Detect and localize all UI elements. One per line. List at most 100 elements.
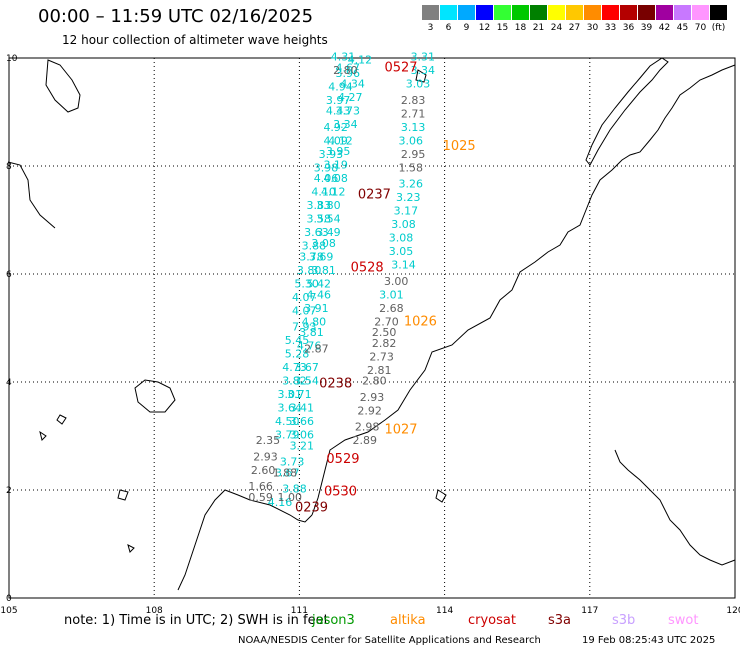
wave-height-label: 2.93 — [253, 450, 278, 463]
scale-swatch — [584, 5, 601, 20]
wave-height-label: 2.80 — [362, 375, 387, 388]
wave-height-label: 3.82 — [282, 375, 307, 388]
y-tick-label: 8 — [6, 162, 12, 172]
note-text: note: 1) Time is in UTC; 2) SWH is in fe… — [64, 613, 329, 628]
wave-height-label: 3.83 — [307, 199, 332, 212]
wave-height-label: 3.49 — [316, 226, 341, 239]
scale-swatch — [530, 5, 547, 20]
wave-height-label: 4.80 — [302, 315, 327, 328]
x-tick-label: 120 — [726, 606, 740, 616]
scale-swatch — [638, 5, 655, 20]
wave-height-label: 2.98 — [355, 421, 380, 434]
wave-height-label: 2.73 — [369, 350, 394, 363]
wave-height-label: 2.80 — [333, 64, 358, 77]
wave-height-label: 4.12 — [328, 134, 353, 147]
wave-height-label: 3.31 — [411, 51, 436, 64]
wave-height-label: 4.46 — [307, 288, 332, 301]
wave-height-label: 4.76 — [297, 340, 322, 353]
wave-height-label: 4.12 — [348, 53, 373, 66]
wave-height-label: 4.67 — [336, 62, 361, 75]
wave-height-label: 2.87 — [304, 342, 329, 355]
scale-label: 12 — [478, 23, 491, 33]
pass-time-label: 0527 — [384, 61, 417, 76]
wave-height-label: 3.88 — [282, 483, 307, 496]
wave-height-label: 3.21 — [290, 440, 315, 453]
chart-title: 00:00 – 11:59 UTC 02/16/2025 — [38, 6, 314, 27]
wave-height-label: 2.35 — [256, 434, 281, 447]
scale-label: 30 — [586, 23, 599, 33]
scale-label: 6 — [445, 23, 452, 33]
wave-height-label: 2.68 — [379, 302, 404, 315]
wave-height-label: 3.93 — [319, 148, 344, 161]
wave-height-label: 4.10 — [311, 186, 336, 199]
wave-height-label: 3.97 — [326, 94, 351, 107]
y-tick-label: 0 — [6, 594, 12, 604]
wave-height-label: 4.43 — [326, 105, 351, 118]
scale-label: 15 — [496, 23, 509, 33]
wave-height-label: 2.81 — [367, 364, 392, 377]
wave-height-label: 4.08 — [323, 172, 348, 185]
wave-height-label: 2.70 — [374, 315, 399, 328]
wave-height-label: 3.26 — [398, 178, 423, 191]
wave-height-label: 5.45 — [285, 334, 310, 347]
wave-height-label: 3.08 — [311, 237, 336, 250]
plot-frame — [8, 57, 736, 599]
wave-height-label: 4.07 — [292, 291, 317, 304]
y-tick-label: 2 — [6, 486, 12, 496]
pass-time-label: 0529 — [326, 452, 359, 467]
scale-swatch — [440, 5, 457, 20]
wave-height-label: 3.91 — [304, 302, 329, 315]
wave-height-label: 3.06 — [398, 134, 423, 147]
legend-swot: swot — [668, 613, 699, 628]
scale-swatch — [620, 5, 637, 20]
wave-height-label: 3.58 — [307, 213, 332, 226]
legend-cryosat: cryosat — [468, 613, 516, 628]
wave-height-label: 3.81 — [311, 264, 336, 277]
y-tick-label: 10 — [6, 54, 18, 64]
scale-label: 42 — [658, 23, 671, 33]
wave-height-label: 4.12 — [321, 186, 346, 199]
wave-height-label: 3.73 — [280, 456, 305, 469]
wave-height-label: 2.71 — [401, 107, 426, 120]
pass-time-label: 0530 — [324, 484, 357, 499]
y-tick-label: 6 — [6, 270, 12, 280]
wave-height-label: 1.88 — [273, 467, 298, 480]
pass-time-label: 1026 — [404, 314, 437, 329]
wave-height-label: 4.92 — [323, 121, 348, 134]
wave-height-label: 3.54 — [316, 213, 341, 226]
scale-swatch — [566, 5, 583, 20]
wave-height-label: 3.03 — [406, 78, 431, 91]
scale-swatch — [692, 5, 709, 20]
wave-height-label: 3.23 — [396, 191, 421, 204]
y-tick-label: 4 — [6, 378, 12, 388]
scale-swatch — [512, 5, 529, 20]
wave-height-label: 4.06 — [314, 172, 339, 185]
wave-height-label: 4.16 — [268, 496, 293, 509]
scale-label: 45 — [676, 23, 689, 33]
scale-label: 21 — [532, 23, 545, 33]
wave-height-label: 4.31 — [331, 51, 356, 64]
x-tick-label: 114 — [436, 606, 453, 616]
coastline — [7, 57, 736, 591]
wave-height-label: 2.93 — [360, 391, 385, 404]
scale-swatch — [422, 5, 439, 20]
wave-height-label: 3.67 — [294, 361, 319, 374]
scale-label: 36 — [622, 23, 635, 33]
x-tick-label: 105 — [0, 606, 17, 616]
wave-height-label: 4.34 — [340, 78, 365, 91]
scale-label: 70 — [694, 23, 707, 33]
wave-height-label: 3.13 — [401, 121, 426, 134]
wave-height-label: 3.14 — [391, 259, 416, 272]
wave-height-label: 4.73 — [282, 361, 307, 374]
wave-height-label: 1.66 — [248, 480, 273, 493]
pass-time-label: 0239 — [295, 501, 328, 516]
wave-height-label: 3.69 — [309, 251, 334, 264]
wave-height-label: 3.96 — [336, 67, 361, 80]
wave-height-label: 3.54 — [294, 375, 319, 388]
scale-label: 9 — [463, 23, 470, 33]
wave-height-label: 3.95 — [326, 145, 351, 158]
pass-time-label: 0238 — [319, 376, 352, 391]
wave-height-label: 3.88 — [302, 240, 327, 253]
wave-height-label: 3.05 — [389, 245, 414, 258]
wave-height-label: 4.09 — [323, 134, 348, 147]
